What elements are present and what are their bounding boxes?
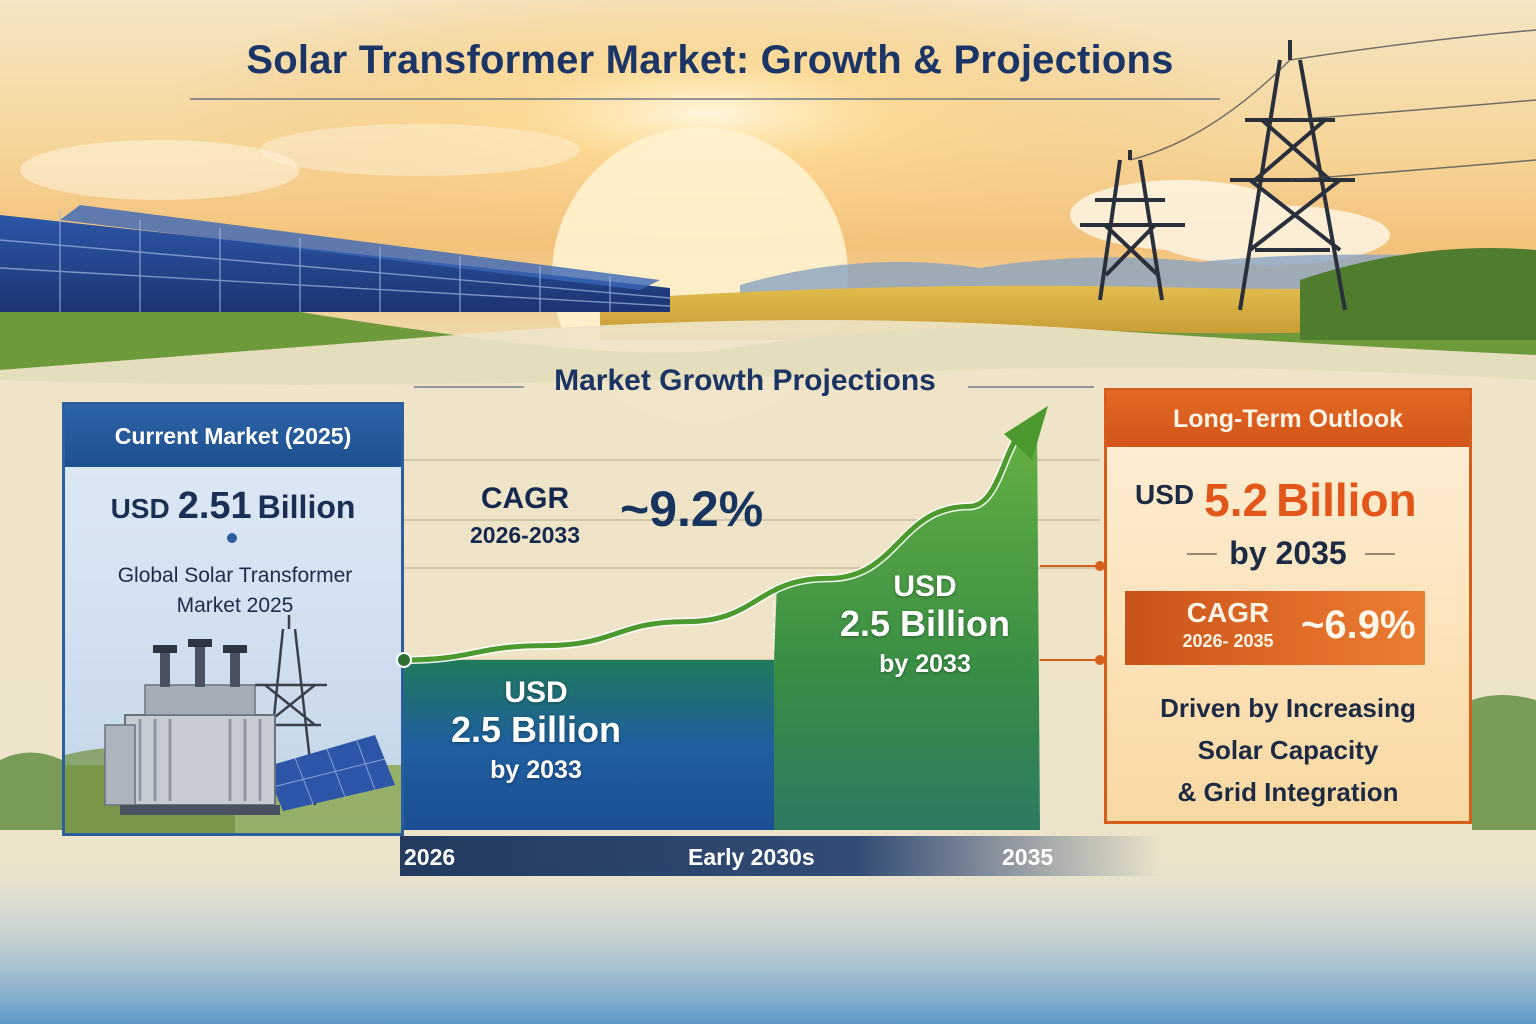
section-title: Market Growth Projections [554,364,936,397]
title-divider [190,98,1220,100]
bush-left [0,752,62,830]
long-term-amount: 5.2 [1204,474,1269,526]
bush-right [1472,695,1536,830]
section-rule-right [968,386,1094,388]
cagr-long-period: 2026- 2035 [1182,631,1274,651]
bar-1-amount: 2.5 Billion [450,709,622,750]
bullet-dot [227,533,237,543]
x-tick-early-2030s: Early 2030s [688,844,815,870]
long-term-unit: Billion [1276,474,1417,526]
trend-line [403,417,1041,663]
current-market-amount: 2.51 [177,485,252,527]
cagr-near-value: ~9.2% [620,481,764,537]
timeline-axis [400,836,1160,876]
bar-label-1: USD 2.5 Billion by 2033 [426,676,646,785]
by-rule-left [1187,553,1217,555]
bar-2-amount: 2.5 Billion [839,603,1011,644]
bar-1-year: by 2033 [490,756,582,784]
long-term-by: by 2035 [1229,535,1347,571]
current-market-desc-line2: Market 2025 [176,594,294,617]
page-title: Solar Transformer Market: Growth & Proje… [246,38,1174,82]
trend-arrow-head-icon [1004,406,1048,460]
cagr-near-period: 2026-2033 [470,522,580,548]
long-term-outlook-panel: Long-Term Outlook USD 5.2 Billion by 2035 … [1104,388,1472,824]
water [0,860,1536,1024]
current-market-description: Global Solar Transformer Market 2025 [95,561,375,621]
current-market-unit: Billion [257,489,356,525]
chart-connectors [1040,561,1105,665]
cagr-near-title: CAGR [480,482,570,515]
current-market-currency: USD [110,493,170,524]
bar-2-currency: USD [893,570,957,603]
cagr-near-label: CAGR 2026-2033 [450,482,600,549]
solar-panel-array [0,205,671,312]
bar-2 [774,420,1040,830]
chart-bars [404,420,1040,830]
bar-1-currency: USD [504,676,568,709]
chart-trend [396,406,1048,668]
cagr-long-box: CAGR 2026- 2035 ~6.9% [1125,591,1425,665]
bar-label-2: USD 2.5 Billion by 2033 [810,570,1040,679]
bar-1 [404,660,774,830]
long-term-value: USD 5.2 Billion [1135,473,1465,527]
current-market-panel: Current Market (2025) USD 2.51 Billion Glo… [62,402,404,836]
section-rule-left [414,386,524,388]
connector-2-dot [1095,655,1105,665]
bar-2-year: by 2033 [879,650,971,678]
long-term-desc-line1: Driven by Increasing [1160,693,1416,723]
long-term-heading: Long-Term Outlook [1107,391,1469,447]
cagr-long-label: CAGR 2026- 2035 [1153,597,1303,652]
current-market-value: USD 2.51 Billion [65,485,401,528]
cagr-long-title: CAGR [1186,597,1270,628]
power-lines [1129,29,1536,181]
by-rule-right [1365,553,1395,555]
long-term-desc-line3: & Grid Integration [1177,777,1399,807]
long-term-desc-line2: Solar Capacity [1197,735,1379,765]
trees-right [1300,248,1536,340]
current-market-heading: Current Market (2025) [65,405,401,467]
x-tick-2035: 2035 [1002,844,1054,870]
cagr-long-value: ~6.9% [1301,603,1416,647]
long-term-currency: USD [1135,479,1195,510]
transformer-icon [65,615,401,833]
trend-start-point [396,652,412,668]
connector-1-dot [1095,561,1105,571]
x-tick-2026: 2026 [404,844,456,870]
current-market-desc-line1: Global Solar Transformer [117,564,353,587]
long-term-description: Driven by Increasing Solar Capacity & Gr… [1107,687,1469,813]
